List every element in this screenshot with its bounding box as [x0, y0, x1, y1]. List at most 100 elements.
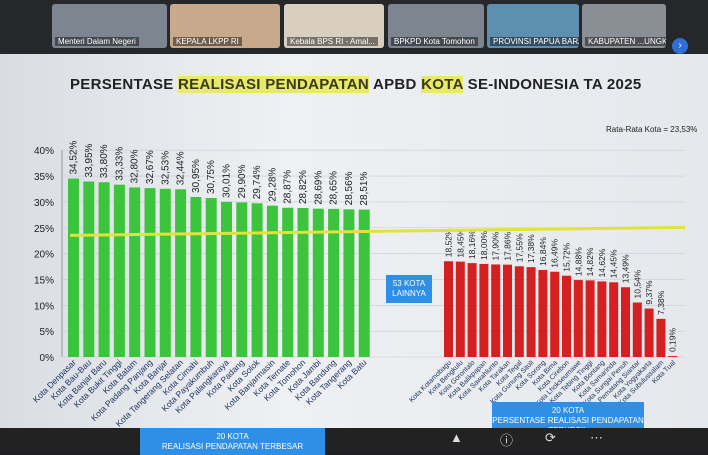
participant-tile[interactable]: Menteri Dalam Negeri [52, 4, 167, 48]
data-label: 18,00% [479, 231, 489, 260]
bar [98, 182, 110, 357]
share-icon[interactable]: ▲ [450, 430, 463, 445]
data-label: 28,65% [329, 171, 340, 205]
data-label: 33,95% [84, 143, 95, 177]
bar [251, 203, 263, 357]
bar [159, 188, 171, 357]
apps-icon[interactable]: ⟳ [545, 430, 556, 445]
y-tick-label: 10% [34, 301, 54, 312]
data-label: 14,88% [573, 247, 583, 276]
bar [632, 302, 642, 357]
data-label: 18,45% [455, 228, 465, 257]
y-tick-label: 35% [34, 172, 54, 183]
data-label: 13,49% [621, 254, 631, 283]
bar [129, 187, 141, 357]
participant-name: Kebala BPS RI - Amal... [287, 37, 378, 46]
y-tick-label: 40% [34, 146, 54, 157]
data-label: 30,95% [191, 159, 202, 193]
data-label: 29,28% [267, 168, 278, 202]
data-label: 28,82% [298, 170, 309, 204]
data-label: 7,38% [656, 290, 666, 315]
bar [550, 271, 560, 357]
bar [644, 308, 654, 357]
bar [68, 178, 79, 357]
bar [621, 287, 630, 357]
bar [668, 356, 678, 357]
data-label: 14,82% [585, 247, 595, 276]
participant-name: BPKPD Kota Tomohon [391, 37, 478, 46]
bar [358, 209, 370, 357]
data-label: 14,45% [609, 249, 619, 278]
data-label: 9,37% [644, 280, 654, 305]
bar [597, 281, 607, 357]
bar [236, 202, 248, 357]
data-label: 28,51% [359, 172, 370, 206]
video-strip: Menteri Dalam Negeri KEPALA LKPP RI Keba… [0, 0, 708, 54]
data-label: 33,80% [99, 144, 110, 178]
data-label: 30,75% [206, 160, 217, 194]
bar [144, 188, 156, 357]
data-label: 32,44% [176, 151, 187, 185]
participant-tile[interactable]: Kebala BPS RI - Amal... [284, 4, 384, 48]
meeting-toolbar: ▲ ⓘ ⟳ ⋯ [0, 428, 708, 451]
bar [514, 266, 524, 357]
average-label: Rata-Rata Kota = 23,53% [606, 125, 698, 134]
data-label: 15,72% [562, 242, 572, 271]
bar [282, 207, 294, 357]
data-label: 28,69% [313, 171, 324, 205]
participant-tile[interactable]: KEPALA LKPP RI [170, 4, 280, 48]
more-icon[interactable]: ⋯ [590, 430, 603, 445]
bar [609, 282, 619, 357]
bar [221, 201, 232, 357]
next-page-button[interactable]: › [672, 38, 688, 54]
bar [266, 205, 278, 357]
y-tick-label: 30% [34, 198, 54, 209]
data-label: 18,16% [467, 230, 477, 259]
participant-tile[interactable]: PROVINSI PAPUA BARAT [487, 4, 579, 48]
data-label: 33,33% [114, 147, 125, 181]
data-label: 17,55% [514, 233, 524, 262]
bar [205, 198, 217, 357]
bar [328, 208, 340, 357]
chart-title: PERSENTASE REALISASI PENDAPATAN APBD KOT… [70, 76, 642, 93]
y-tick-label: 15% [34, 275, 54, 286]
data-label: 28,87% [283, 170, 294, 204]
info-icon[interactable]: ⓘ [500, 433, 514, 448]
bar [503, 264, 512, 357]
y-tick-label: 20% [34, 250, 54, 261]
data-label: 32,80% [130, 149, 141, 183]
data-label: 17,38% [526, 234, 536, 263]
participant-name: PROVINSI PAPUA BARAT [490, 37, 579, 46]
data-label: 0,19% [668, 327, 678, 352]
other-cities-box: 53 KOTA LAINNYA [386, 275, 432, 303]
bar [573, 280, 583, 357]
bar [343, 209, 355, 357]
bar [297, 208, 309, 357]
participant-name: Menteri Dalam Negeri [55, 37, 139, 46]
data-label: 30,01% [222, 164, 233, 198]
data-label: 17,90% [491, 231, 501, 260]
participant-tile[interactable]: KABUPATEN ...UNGKAN [582, 4, 666, 48]
data-label: 17,86% [503, 231, 513, 260]
bar [113, 184, 125, 357]
bar [190, 196, 202, 357]
data-label: 10,54% [632, 269, 642, 298]
participant-tile[interactable]: BPKPD Kota Tomohon [388, 4, 484, 48]
bar [491, 264, 501, 357]
bar [562, 275, 571, 357]
bar [526, 267, 536, 357]
bar [444, 261, 453, 357]
bar [585, 280, 595, 357]
bar [175, 189, 187, 357]
bar [656, 318, 666, 357]
data-label: 34,52% [69, 141, 80, 175]
average-line [69, 225, 686, 237]
participant-name: KABUPATEN ...UNGKAN [585, 37, 666, 46]
data-label: 14,62% [597, 248, 607, 277]
data-label: 16,84% [538, 237, 548, 266]
y-tick-label: 0% [40, 353, 55, 364]
data-label: 18,52% [444, 228, 454, 257]
data-label: 32,53% [160, 151, 171, 185]
y-tick-label: 5% [40, 327, 55, 338]
